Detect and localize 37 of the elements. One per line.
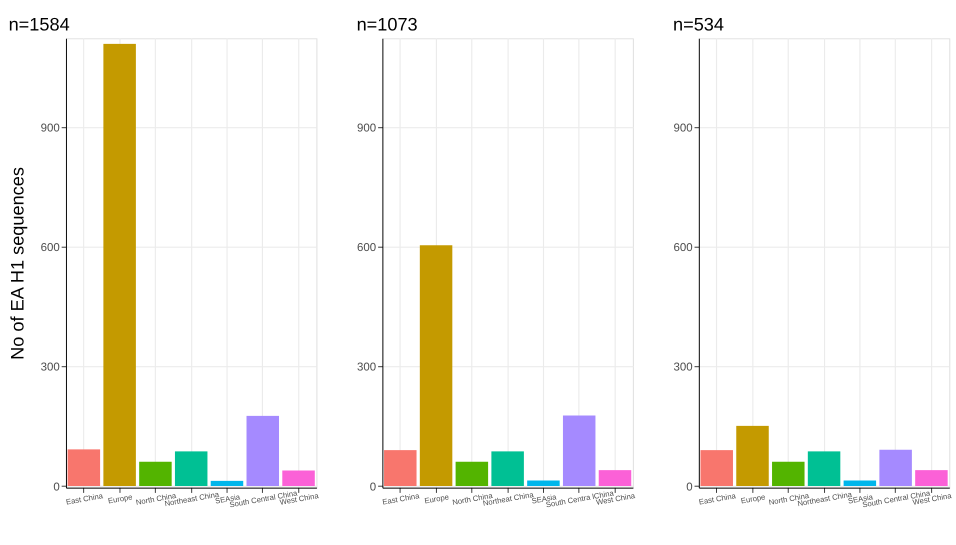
bar	[210, 480, 244, 486]
bar	[527, 480, 560, 486]
y-tick-label: 300	[40, 362, 60, 374]
y-tick-label: 300	[357, 362, 376, 374]
bar	[700, 450, 733, 486]
bar	[879, 450, 912, 486]
bar	[103, 44, 136, 486]
y-tick-label: 600	[357, 242, 376, 254]
bar	[915, 470, 948, 486]
bar	[456, 462, 488, 486]
chart-title: n=1073	[356, 14, 418, 35]
y-axis-title: No of EA H1 sequences	[7, 167, 28, 360]
bar	[491, 451, 524, 486]
bar	[808, 451, 840, 486]
bar	[844, 480, 876, 486]
chart-title: n=534	[673, 14, 724, 35]
bar	[772, 462, 805, 486]
bar	[246, 416, 280, 486]
y-tick-label: 600	[673, 242, 693, 254]
y-tick-label: 0	[370, 481, 376, 494]
y-tick-label: 900	[357, 122, 376, 135]
bar	[139, 462, 172, 486]
chart-title: n=1584	[8, 14, 70, 35]
y-tick-label: 900	[673, 122, 693, 135]
bar	[282, 470, 315, 486]
bar	[420, 245, 452, 486]
y-tick-label: 600	[40, 242, 60, 254]
y-tick-label: 300	[673, 362, 693, 374]
bar	[174, 451, 208, 486]
bar	[384, 450, 417, 486]
y-tick-label: 900	[40, 122, 60, 135]
bar	[68, 449, 100, 486]
bar	[562, 415, 596, 486]
bar	[736, 426, 769, 486]
bar	[598, 470, 632, 486]
y-tick-label: 0	[53, 481, 60, 494]
y-tick-label: 0	[686, 481, 693, 494]
